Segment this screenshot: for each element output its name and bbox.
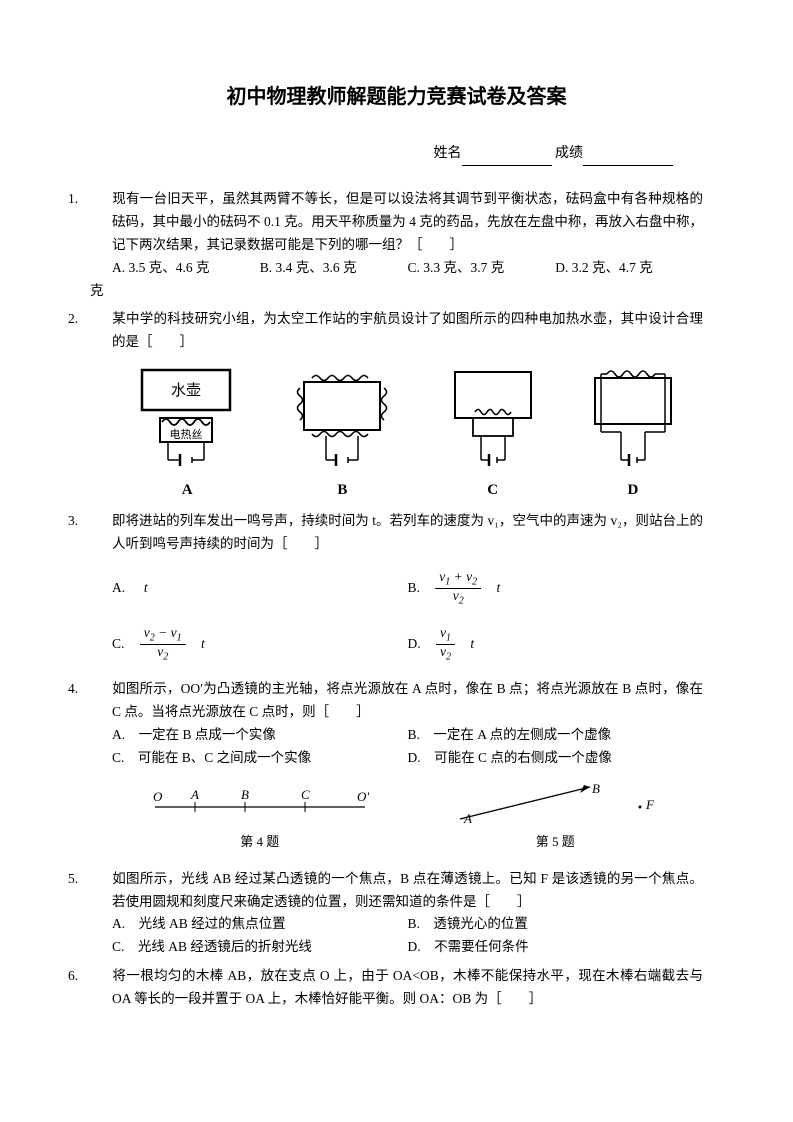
q5-optB: B. 透镜光心的位置 [408, 913, 704, 936]
svg-text:A: A [190, 787, 199, 802]
q4-optD: D. 可能在 C 点的右侧成一个虚像 [408, 747, 704, 770]
svg-text:C: C [301, 787, 310, 802]
figures-row: O A B C O′ A B F [112, 779, 703, 827]
figure-captions: 第 4 题 第 5 题 [112, 831, 703, 853]
question-3: 3.即将进站的列车发出一鸣号声，持续时间为 t。若列车的速度为 v₁，空气中的声… [90, 510, 703, 668]
q3-num: 3. [90, 510, 112, 533]
q2-diagram-B: B [282, 362, 402, 504]
q5-options-row1: A. 光线 AB 经过的焦点位置 B. 透镜光心的位置 [90, 913, 703, 936]
q2-diagram-D: D [583, 362, 683, 504]
q3-options-row1: A. t B. v1 + v2v2 t [90, 566, 703, 612]
question-1: 1.现有一台旧天平，虽然其两臂不等长，但是可以设法将其调节到平衡状态，砝码盒中有… [90, 188, 703, 303]
q4-options-row1: A. 一定在 B 点成一个实像 B. 一定在 A 点的左侧成一个虚像 [90, 724, 703, 747]
name-label: 姓名 [434, 146, 462, 161]
q3-optA: A. t [112, 566, 408, 612]
q5-optD: D. 不需要任何条件 [408, 936, 704, 959]
svg-text:O′: O′ [357, 789, 369, 804]
q1-tail: 克 [90, 280, 703, 303]
q5-optC: C. 光线 AB 经透镜后的折射光线 [112, 936, 408, 959]
score-blank[interactable] [583, 149, 673, 166]
svg-text:O: O [153, 789, 163, 804]
question-4: 4.如图所示，OO′为凸透镜的主光轴，将点光源放在 A 点时，像在 B 点；将点… [90, 678, 703, 770]
q1-optD: D. 3.2 克、4.7 克 [555, 257, 703, 280]
q4-optB: B. 一定在 A 点的左侧成一个虚像 [408, 724, 704, 747]
q5-figure-icon: A B F [440, 779, 670, 827]
q4-figure-icon: O A B C O′ [145, 779, 375, 827]
kettle-C-icon [443, 362, 543, 472]
kettle-A-icon: 水壶 电热丝 [132, 362, 242, 472]
q1-num: 1. [90, 188, 112, 211]
q2-num: 2. [90, 308, 112, 331]
svg-text:B: B [241, 787, 249, 802]
q2-labelD: D [583, 478, 683, 504]
q3-optC: C. v2 − v1v2 t [112, 622, 408, 668]
kettle-D-icon [583, 362, 683, 472]
page-title: 初中物理教师解题能力竞赛试卷及答案 [90, 80, 703, 114]
question-6: 6.将一根均匀的木棒 AB，放在支点 O 上，由于 OA<OB，木棒不能保持水平… [90, 965, 703, 1011]
question-5: 5.如图所示，光线 AB 经过某凸透镜的一个焦点，B 点在薄透镜上。已知 F 是… [90, 868, 703, 960]
q2-diagram-C: C [443, 362, 543, 504]
q5-optA: A. 光线 AB 经过的焦点位置 [112, 913, 408, 936]
q1-options: A. 3.5 克、4.6 克 B. 3.4 克、3.6 克 C. 3.3 克、3… [90, 257, 703, 280]
q4-text: 如图所示，OO′为凸透镜的主光轴，将点光源放在 A 点时，像在 B 点；将点光源… [112, 681, 703, 719]
q3-optD: D. v1v2 t [408, 622, 704, 668]
q3-optB: B. v1 + v2v2 t [408, 566, 704, 612]
q6-text: 将一根均匀的木棒 AB，放在支点 O 上，由于 OA<OB，木棒不能保持水平，现… [112, 968, 703, 1006]
q3-options-row2: C. v2 − v1v2 t D. v1v2 t [90, 622, 703, 668]
svg-text:电热丝: 电热丝 [170, 428, 203, 441]
q4-options-row2: C. 可能在 B、C 之间成一个实像 D. 可能在 C 点的右侧成一个虚像 [90, 747, 703, 770]
kettle-B-icon [282, 362, 402, 472]
q1-optC: C. 3.3 克、3.7 克 [408, 257, 556, 280]
q5-options-row2: C. 光线 AB 经透镜后的折射光线 D. 不需要任何条件 [90, 936, 703, 959]
name-blank[interactable] [462, 149, 552, 166]
q2-diagrams: 水壶 电热丝 A [112, 362, 703, 504]
name-score-line: 姓名 成绩 [90, 142, 703, 166]
q2-labelB: B [282, 478, 402, 504]
svg-text:F: F [645, 797, 655, 812]
q5-num: 5. [90, 868, 112, 891]
q2-diagram-A: 水壶 电热丝 A [132, 362, 242, 504]
q5-text: 如图所示，光线 AB 经过某凸透镜的一个焦点，B 点在薄透镜上。已知 F 是该透… [112, 871, 703, 909]
q4-caption: 第 4 题 [240, 831, 279, 853]
q1-optB: B. 3.4 克、3.6 克 [260, 257, 408, 280]
question-2: 2.某中学的科技研究小组，为太空工作站的宇航员设计了如图所示的四种电加热水壶，其… [90, 308, 703, 503]
svg-text:水壶: 水壶 [171, 381, 201, 399]
q2-labelA: A [132, 478, 242, 504]
q4-num: 4. [90, 678, 112, 701]
q4-optC: C. 可能在 B、C 之间成一个实像 [112, 747, 408, 770]
q2-text: 某中学的科技研究小组，为太空工作站的宇航员设计了如图所示的四种电加热水壶，其中设… [112, 311, 703, 349]
q3-text: 即将进站的列车发出一鸣号声，持续时间为 t。若列车的速度为 v₁，空气中的声速为… [112, 513, 703, 551]
q2-labelC: C [443, 478, 543, 504]
svg-text:A: A [463, 811, 472, 826]
q6-num: 6. [90, 965, 112, 988]
svg-text:B: B [592, 781, 600, 796]
q1-text: 现有一台旧天平，虽然其两臂不等长，但是可以设法将其调节到平衡状态，砝码盒中有各种… [112, 191, 703, 252]
q5-caption: 第 5 题 [536, 831, 575, 853]
q1-optA: A. 3.5 克、4.6 克 [112, 257, 260, 280]
q4-optA: A. 一定在 B 点成一个实像 [112, 724, 408, 747]
score-label: 成绩 [555, 146, 583, 161]
